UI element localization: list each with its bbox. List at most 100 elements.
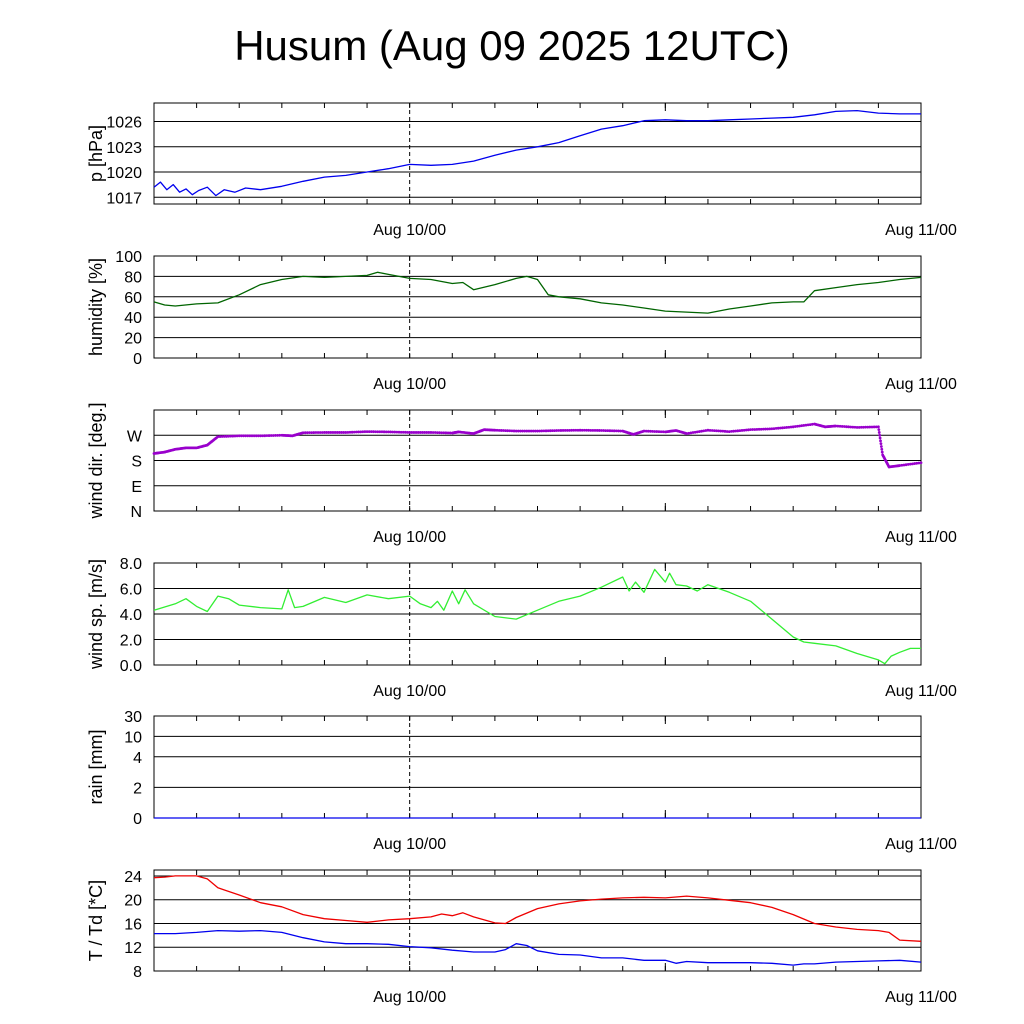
y-tick-label-wind_speed-3: 6.0 <box>120 582 142 599</box>
data-point-wind_direction-221 <box>495 428 499 432</box>
data-point-wind_direction-429 <box>874 425 878 429</box>
data-point-wind_direction-265 <box>589 428 593 432</box>
data-point-wind_direction-123 <box>329 431 333 434</box>
data-point-wind_direction-415 <box>845 425 848 429</box>
data-point-wind_direction-120 <box>323 431 326 434</box>
data-point-wind_direction-366 <box>761 427 765 431</box>
data-point-wind_direction-425 <box>866 425 870 429</box>
data-point-wind_direction-136 <box>357 430 360 434</box>
data-point-wind_direction-268 <box>595 429 599 432</box>
y-tick-label-rain-3: 10 <box>124 729 142 746</box>
data-point-wind_direction-338 <box>702 429 706 433</box>
data-point-wind_direction-222 <box>497 428 501 432</box>
y-tick-label-wind_speed-4: 8.0 <box>120 556 142 573</box>
data-point-wind_direction-351 <box>729 430 733 433</box>
data-point-wind_direction-353 <box>734 429 738 433</box>
data-point-wind_direction-386 <box>804 423 808 427</box>
data-point-wind_direction-65 <box>227 434 230 438</box>
x-tick-label-temperature-1: Aug 11/00 <box>885 989 957 1006</box>
data-point-wind_direction-240 <box>536 429 539 433</box>
data-point-wind_direction-144 <box>374 430 377 434</box>
data-point-wind_direction-80 <box>259 434 262 438</box>
data-point-wind_direction-465 <box>908 462 912 466</box>
data-point-wind_direction-380 <box>791 425 795 429</box>
y-tick-label-wind_direction-1: E <box>131 479 142 496</box>
data-point-wind_direction-437 <box>879 445 883 448</box>
data-point-wind_direction-238 <box>531 429 535 433</box>
data-point-wind_direction-117 <box>316 431 320 434</box>
data-point-wind_direction-145 <box>376 430 380 434</box>
data-point-wind_direction-421 <box>857 425 861 429</box>
data-point-wind_direction-427 <box>870 425 874 429</box>
y-tick-label-humidity-3: 60 <box>124 290 142 307</box>
data-point-wind_direction-156 <box>399 430 403 434</box>
data-point-wind_direction-134 <box>352 430 356 434</box>
data-point-wind_direction-431 <box>877 428 881 432</box>
data-point-wind_direction-347 <box>721 429 725 433</box>
data-point-wind_direction-79 <box>256 434 260 438</box>
data-point-wind_direction-66 <box>229 434 233 438</box>
data-point-wind_direction-361 <box>751 428 755 431</box>
data-point-wind_direction-439 <box>880 450 884 454</box>
data-point-wind_direction-363 <box>755 427 759 431</box>
data-point-wind_direction-370 <box>770 427 774 431</box>
data-point-wind_direction-308 <box>659 430 663 434</box>
data-point-wind_direction-110 <box>301 431 305 435</box>
data-point-wind_direction-85 <box>269 434 273 437</box>
plot-frame-wind_speed <box>153 562 922 666</box>
data-point-wind_direction-300 <box>642 429 646 433</box>
y-tick-label-temperature-4: 24 <box>124 869 142 886</box>
data-point-wind_direction-266 <box>591 428 595 432</box>
data-point-wind_direction-171 <box>431 431 435 434</box>
data-point-wind_direction-430 <box>876 425 880 429</box>
data-point-wind_direction-227 <box>508 429 512 433</box>
data-point-wind_direction-113 <box>308 431 311 435</box>
data-point-wind_direction-331 <box>687 431 691 435</box>
data-point-wind_direction-344 <box>715 429 718 433</box>
data-point-wind_direction-254 <box>565 428 569 432</box>
data-point-wind_direction-423 <box>862 425 865 429</box>
y-tick-label-pressure-2: 1023 <box>106 140 142 157</box>
data-point-wind_direction-389 <box>810 422 814 426</box>
data-point-wind_direction-277 <box>614 429 618 433</box>
data-point-wind_direction-364 <box>757 427 761 431</box>
data-point-wind_direction-239 <box>533 429 537 433</box>
data-point-wind_direction-411 <box>836 424 840 428</box>
data-point-wind_direction-132 <box>348 430 352 434</box>
data-point-wind_direction-306 <box>655 430 659 433</box>
series-line-wind_speed-0 <box>153 568 921 665</box>
data-point-wind_direction-175 <box>440 431 444 435</box>
data-point-wind_direction-346 <box>719 429 723 433</box>
y-tick-label-rain-0: 0 <box>133 811 142 828</box>
data-point-wind_direction-160 <box>408 431 412 434</box>
data-point-wind_direction-416 <box>847 425 850 429</box>
data-point-wind_direction-70 <box>237 434 241 438</box>
y-tick-label-pressure-0: 1017 <box>106 190 142 207</box>
data-point-wind_direction-460 <box>898 464 902 467</box>
x-tick-label-humidity-1: Aug 11/00 <box>885 376 957 393</box>
panel-humidity: 0 20 40 60 80 100 Aug 10/00 Aug 11/00 humidity [… <box>86 249 957 393</box>
data-point-wind_direction-278 <box>617 429 620 433</box>
data-point-wind_direction-233 <box>521 429 524 433</box>
data-point-wind_direction-301 <box>644 429 648 433</box>
data-point-wind_direction-128 <box>340 431 343 434</box>
data-point-wind_direction-334 <box>693 430 697 434</box>
data-point-wind_direction-115 <box>312 431 316 434</box>
data-point-wind_direction-177 <box>444 431 448 435</box>
data-point-wind_direction-360 <box>749 428 752 432</box>
data-point-wind_direction-466 <box>911 462 914 466</box>
data-point-wind_direction-435 <box>879 439 882 443</box>
data-point-wind_direction-220 <box>493 428 497 432</box>
y-tick-label-wind_speed-2: 4.0 <box>120 607 142 624</box>
data-point-wind_direction-259 <box>576 428 580 432</box>
data-point-wind_direction-228 <box>510 429 514 433</box>
y-axis-label-wind_direction: wind dir. [deg.] <box>86 402 106 519</box>
data-point-wind_direction-354 <box>736 429 740 433</box>
plot-frame-rain <box>153 715 922 819</box>
data-point-wind_direction-250 <box>557 429 561 432</box>
data-point-wind_direction-170 <box>429 431 433 434</box>
data-point-wind_direction-414 <box>842 425 846 428</box>
data-point-wind_direction-438 <box>880 447 884 451</box>
